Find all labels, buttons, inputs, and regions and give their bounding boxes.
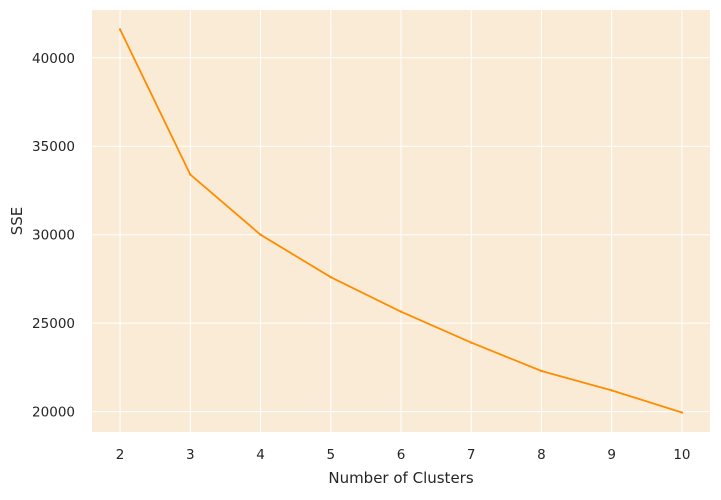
data-point: [470, 341, 473, 344]
data-point: [540, 369, 543, 373]
y-axis-ticks: 20000 25000 30000 35000 40000: [32, 51, 75, 421]
data-point: [118, 28, 122, 31]
y-tick-label: 30000: [32, 228, 75, 244]
x-tick-label: 7: [467, 447, 476, 463]
x-axis-ticks: 2 3 4 5 6 7 8 9 10: [116, 447, 691, 463]
y-tick-label: 40000: [32, 51, 75, 67]
y-axis-label: SSE: [8, 207, 26, 236]
data-point: [259, 233, 262, 236]
x-tick-label: 8: [537, 447, 546, 463]
x-axis-label: Number of Clusters: [328, 469, 473, 487]
data-point: [610, 389, 613, 392]
x-tick-label: 6: [397, 447, 406, 463]
y-tick-label: 25000: [32, 316, 75, 332]
y-tick-label: 35000: [32, 139, 75, 155]
data-point: [399, 310, 403, 313]
x-tick-label: 9: [607, 447, 616, 463]
x-tick-label: 5: [326, 447, 335, 463]
data-point: [680, 411, 684, 414]
data-point: [329, 275, 332, 279]
x-tick-label: 10: [673, 447, 690, 463]
series-layer: [118, 28, 684, 414]
x-tick-label: 3: [186, 447, 195, 463]
grid-lines: [92, 10, 710, 432]
x-tick-label: 4: [256, 447, 265, 463]
x-tick-label: 2: [116, 447, 125, 463]
data-point: [189, 173, 192, 176]
y-tick-label: 20000: [32, 405, 75, 421]
